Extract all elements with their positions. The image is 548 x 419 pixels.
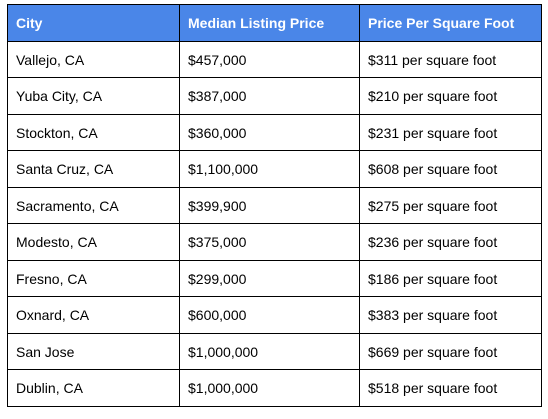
cell-median-listing-price: $360,000 [179, 114, 360, 151]
column-header-price-per-square-foot: Price Per Square Foot [359, 4, 542, 42]
cell-city: Fresno, CA [7, 260, 180, 297]
cell-price-per-square-foot: $210 per square foot [359, 77, 542, 115]
cell-city: Santa Cruz, CA [7, 150, 180, 188]
table-row: Oxnard, CA $600,000 $383 per square foot [7, 296, 542, 334]
cell-price-per-square-foot: $236 per square foot [359, 223, 542, 261]
cell-median-listing-price: $1,100,000 [179, 150, 360, 188]
cell-median-listing-price: $399,900 [179, 187, 360, 224]
table-row: Vallejo, CA $457,000 $311 per square foo… [7, 41, 542, 78]
table-row: Sacramento, CA $399,900 $275 per square … [7, 187, 542, 224]
cell-city: San Jose [7, 333, 180, 370]
cell-median-listing-price: $299,000 [179, 260, 360, 297]
table-row: Stockton, CA $360,000 $231 per square fo… [7, 114, 542, 151]
city-price-table: City Median Listing Price Price Per Squa… [7, 4, 542, 407]
table-header-row: City Median Listing Price Price Per Squa… [7, 4, 542, 42]
cell-price-per-square-foot: $669 per square foot [359, 333, 542, 370]
cell-median-listing-price: $600,000 [179, 296, 360, 334]
cell-city: Yuba City, CA [7, 77, 180, 115]
cell-price-per-square-foot: $275 per square foot [359, 187, 542, 224]
cell-price-per-square-foot: $186 per square foot [359, 260, 542, 297]
cell-median-listing-price: $1,000,000 [179, 333, 360, 370]
column-header-city: City [7, 4, 180, 42]
column-header-median-listing-price: Median Listing Price [179, 4, 360, 42]
cell-median-listing-price: $387,000 [179, 77, 360, 115]
table-row: Yuba City, CA $387,000 $210 per square f… [7, 77, 542, 115]
cell-city: Stockton, CA [7, 114, 180, 151]
cell-city: Modesto, CA [7, 223, 180, 261]
table-row: Santa Cruz, CA $1,100,000 $608 per squar… [7, 150, 542, 188]
cell-price-per-square-foot: $608 per square foot [359, 150, 542, 188]
cell-price-per-square-foot: $311 per square foot [359, 41, 542, 78]
table-row: Modesto, CA $375,000 $236 per square foo… [7, 223, 542, 261]
cell-price-per-square-foot: $518 per square foot [359, 369, 542, 407]
cell-city: Vallejo, CA [7, 41, 180, 78]
cell-city: Dublin, CA [7, 369, 180, 407]
table-row: Fresno, CA $299,000 $186 per square foot [7, 260, 542, 297]
table-container: City Median Listing Price Price Per Squa… [7, 4, 542, 407]
cell-median-listing-price: $375,000 [179, 223, 360, 261]
cell-price-per-square-foot: $231 per square foot [359, 114, 542, 151]
cell-median-listing-price: $1,000,000 [179, 369, 360, 407]
cell-median-listing-price: $457,000 [179, 41, 360, 78]
cell-price-per-square-foot: $383 per square foot [359, 296, 542, 334]
table-row: San Jose $1,000,000 $669 per square foot [7, 333, 542, 370]
cell-city: Oxnard, CA [7, 296, 180, 334]
cell-city: Sacramento, CA [7, 187, 180, 224]
table-row: Dublin, CA $1,000,000 $518 per square fo… [7, 369, 542, 407]
